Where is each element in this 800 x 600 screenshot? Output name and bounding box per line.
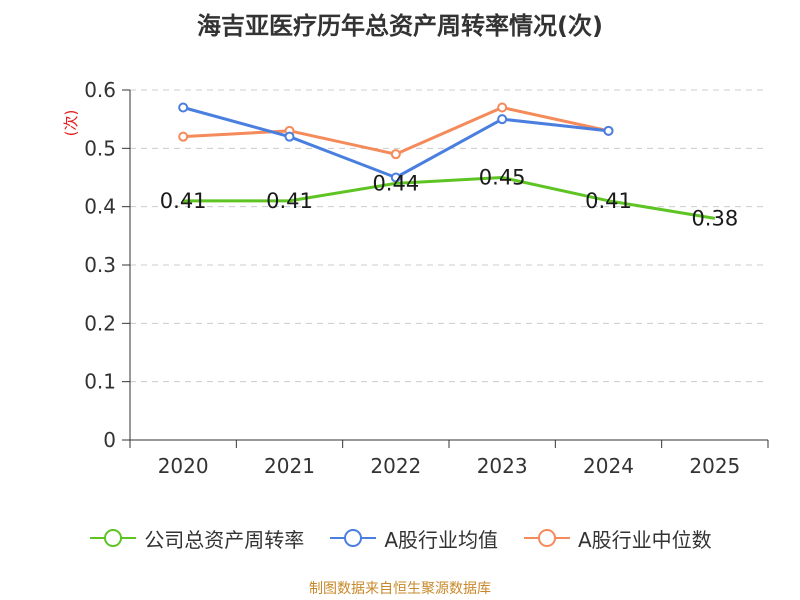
x-tick-label: 2025 <box>689 454 740 478</box>
data-point <box>603 125 614 136</box>
y-tick-label: 0.5 <box>84 136 116 160</box>
data-point <box>284 131 295 142</box>
y-tick-label: 0.6 <box>84 78 116 102</box>
y-tick-label: 0 <box>103 428 116 452</box>
chart-area: 0 0.1 0.2 0.3 0.4 0.5 0.6 2020 2021 2022 2023 2024 2… <box>62 78 769 478</box>
data-label: 0.45 <box>479 166 526 190</box>
data-label: 0.41 <box>266 189 313 213</box>
data-label: 0.41 <box>160 189 207 213</box>
legend: 公司总资产周转率 A股行业均值 A股行业中位数 <box>0 520 800 556</box>
data-point <box>178 102 189 113</box>
data-label: 0.44 <box>372 171 419 195</box>
data-point <box>178 131 189 142</box>
chart-title: 海吉亚医疗历年总资产周转率情况(次) <box>197 12 603 40</box>
legend-item-company[interactable]: 公司总资产周转率 <box>88 524 304 553</box>
x-tick-label: 2024 <box>583 454 634 478</box>
legend-label-company: 公司总资产周转率 <box>144 527 305 552</box>
series-line <box>183 176 716 220</box>
legend-label-industry-mean: A股行业均值 <box>384 527 498 552</box>
data-point <box>390 149 401 160</box>
data-label: 0.41 <box>585 189 632 213</box>
x-tick-label: 2023 <box>477 454 528 478</box>
series-line <box>183 106 609 156</box>
legend-marker-industry-median <box>524 529 570 547</box>
x-tick-label: 2022 <box>370 454 421 478</box>
y-tick-label: 0.4 <box>84 195 116 219</box>
x-tick-label: 2020 <box>158 454 209 478</box>
y-tick-label: 0.3 <box>84 253 116 277</box>
legend-marker-company <box>90 529 137 547</box>
legend-marker-industry-mean <box>330 529 377 547</box>
legend-item-industry-mean[interactable]: A股行业均值 <box>328 524 498 553</box>
y-axis-label: (次) <box>62 110 80 137</box>
data-point <box>497 114 508 125</box>
source-note: 制图数据来自恒生聚源数据库 <box>309 581 491 597</box>
data-label: 0.38 <box>691 206 738 230</box>
y-tick-label: 0.2 <box>84 311 116 335</box>
y-tick-label: 0.1 <box>84 370 116 394</box>
data-point <box>497 102 508 113</box>
data-point <box>390 172 401 183</box>
legend-item-industry-median[interactable]: A股行业中位数 <box>522 524 712 553</box>
legend-label-industry-median: A股行业中位数 <box>578 527 712 552</box>
x-tick-label: 2021 <box>264 454 315 478</box>
